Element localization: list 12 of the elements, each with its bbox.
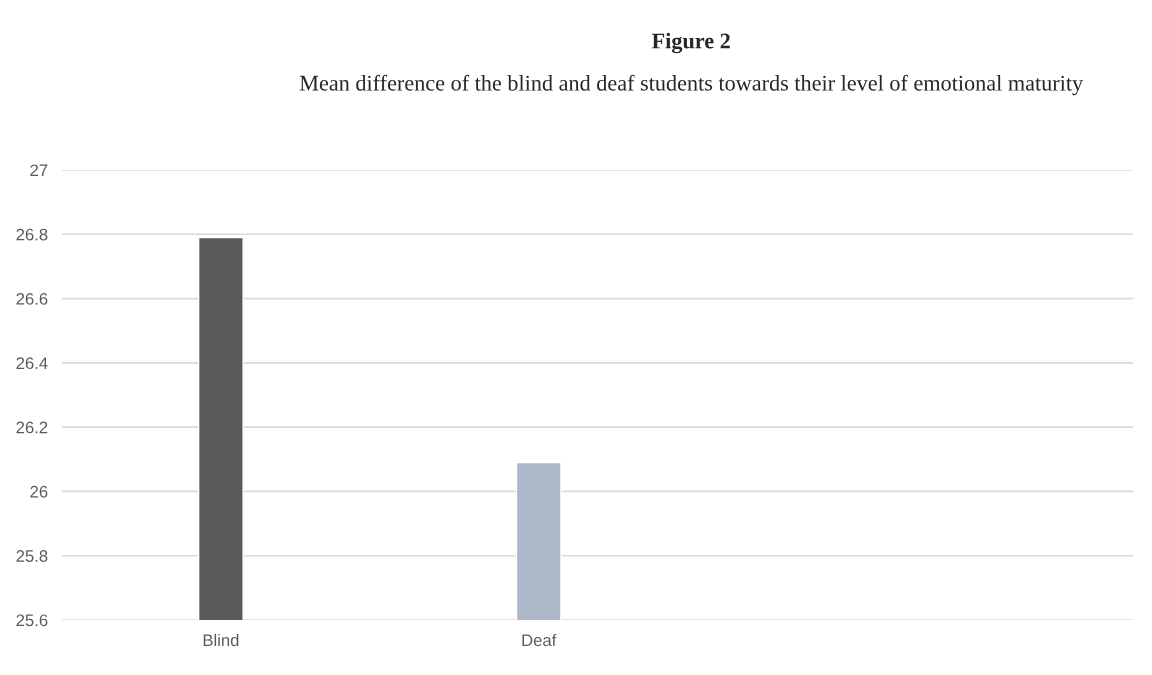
y-tick-label: 26.8: [16, 228, 48, 241]
chart-title: Figure 2: [651, 32, 730, 54]
y-tick-label: 26.6: [16, 292, 48, 305]
chart-subtitle: Mean difference of the blind and deaf students towards their level of emotional maturity: [299, 74, 1084, 96]
x-tick-label: Blind: [203, 633, 239, 647]
y-tick-label: 25.6: [16, 614, 48, 627]
y-tick-label: 26: [30, 485, 48, 498]
y-tick-label: 26.4: [16, 357, 48, 370]
y-tick-label: 26.2: [16, 421, 48, 434]
y-tick-label: 25.8: [16, 550, 48, 562]
x-tick-label: Deaf: [522, 633, 557, 647]
y-tick-label: 27: [30, 164, 48, 177]
